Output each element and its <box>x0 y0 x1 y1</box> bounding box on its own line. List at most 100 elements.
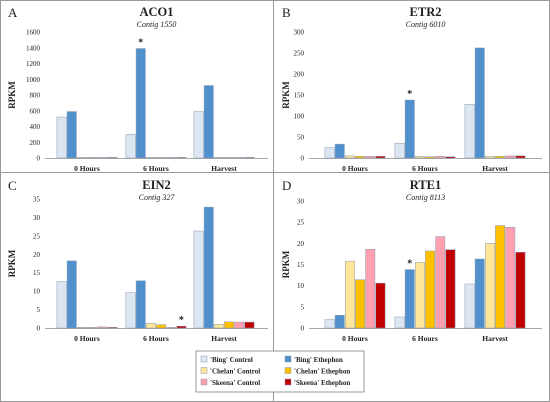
bar <box>435 236 446 329</box>
x-tick-label: 0 Hours <box>74 334 100 343</box>
panel-letter: C <box>8 178 17 193</box>
x-tick-label: Harvest <box>482 164 508 173</box>
bar <box>135 48 146 159</box>
x-tick-label: Harvest <box>482 334 508 343</box>
legend-swatch <box>284 378 292 386</box>
x-tick-label: 6 Hours <box>143 334 169 343</box>
bar <box>234 157 245 159</box>
bar <box>495 156 506 159</box>
bar <box>404 99 415 159</box>
y-tick-label: 1200 <box>26 60 41 68</box>
bar <box>464 283 475 329</box>
y-tick-label: 20 <box>33 251 41 259</box>
bar <box>344 260 355 329</box>
significance-marker: * <box>407 259 412 270</box>
bar <box>213 324 224 329</box>
bar <box>404 269 415 329</box>
bar <box>505 226 516 329</box>
bar <box>515 155 526 159</box>
legend-label: 'Skeena' Control <box>210 379 260 387</box>
y-tick-label: 1000 <box>26 76 41 84</box>
bar <box>355 156 366 159</box>
chart-subtitle: Contig 1550 <box>137 20 177 29</box>
y-axis-label: RPKM <box>281 81 291 109</box>
legend-label: 'Chelan' Control <box>210 368 260 376</box>
y-tick-label: 20 <box>297 240 305 248</box>
bar <box>125 134 136 159</box>
bar <box>474 258 485 329</box>
significance-marker: * <box>407 89 412 100</box>
chart-subtitle: Contig 6010 <box>406 20 446 29</box>
y-tick-label: 15 <box>33 269 41 277</box>
bar <box>176 325 187 329</box>
bar <box>193 230 204 329</box>
bar <box>87 157 98 159</box>
bar <box>107 157 118 159</box>
bar <box>66 111 77 159</box>
panel-letter: B <box>282 5 291 20</box>
bar <box>166 327 177 329</box>
x-tick-label: 0 Hours <box>342 164 368 173</box>
y-tick-label: 25 <box>297 219 305 227</box>
bar <box>394 143 405 159</box>
y-tick-label: 0 <box>301 155 305 163</box>
x-tick-label: 0 Hours <box>342 334 368 343</box>
bar <box>87 327 98 329</box>
y-tick-label: 300 <box>294 29 305 37</box>
legend-label: 'Skeena' Ethephon <box>294 379 350 387</box>
y-tick-label: 5 <box>37 306 41 314</box>
bar <box>145 322 156 329</box>
y-axis-label: RPKM <box>281 250 291 278</box>
bar <box>464 103 475 159</box>
bar <box>125 292 136 329</box>
x-tick-label: 6 Hours <box>412 334 438 343</box>
x-tick-label: 6 Hours <box>412 164 438 173</box>
bar <box>505 155 516 159</box>
significance-marker: * <box>138 38 143 49</box>
panel-letter: D <box>282 178 291 193</box>
x-tick-label: Harvest <box>211 164 237 173</box>
legend-swatch <box>284 367 292 374</box>
y-tick-label: 50 <box>297 134 305 142</box>
bar <box>166 157 177 159</box>
y-tick-label: 5 <box>301 303 305 311</box>
bar <box>203 206 214 329</box>
y-tick-label: 200 <box>294 71 305 79</box>
bar <box>224 321 235 329</box>
legend-box <box>195 350 365 393</box>
bar <box>365 156 376 159</box>
y-tick-label: 0 <box>37 325 41 333</box>
y-tick-label: 1400 <box>26 44 41 52</box>
x-tick-label: 0 Hours <box>74 164 100 173</box>
bar <box>176 157 187 159</box>
bar <box>145 157 156 159</box>
bar <box>193 111 204 159</box>
y-tick-label: 400 <box>30 123 41 131</box>
bar <box>375 282 386 329</box>
y-tick-label: 30 <box>297 198 305 206</box>
bar <box>135 280 146 329</box>
bar <box>414 156 425 159</box>
x-tick-label: 6 Hours <box>143 164 169 173</box>
bar <box>435 156 446 159</box>
bar <box>97 326 108 329</box>
bar <box>56 281 67 329</box>
bar <box>414 262 425 329</box>
bar <box>66 260 77 329</box>
legend-swatch <box>200 378 208 386</box>
y-tick-label: 35 <box>33 196 41 204</box>
bar <box>334 315 345 329</box>
chart-subtitle: Contig 327 <box>139 193 176 202</box>
x-tick-label: Harvest <box>211 334 237 343</box>
bar <box>324 147 335 159</box>
chart-subtitle: Contig 8113 <box>406 193 445 202</box>
significance-marker: * <box>179 315 184 326</box>
y-tick-label: 150 <box>294 92 305 100</box>
bar <box>515 251 526 329</box>
y-tick-label: 1600 <box>26 29 41 37</box>
bar <box>244 157 255 159</box>
